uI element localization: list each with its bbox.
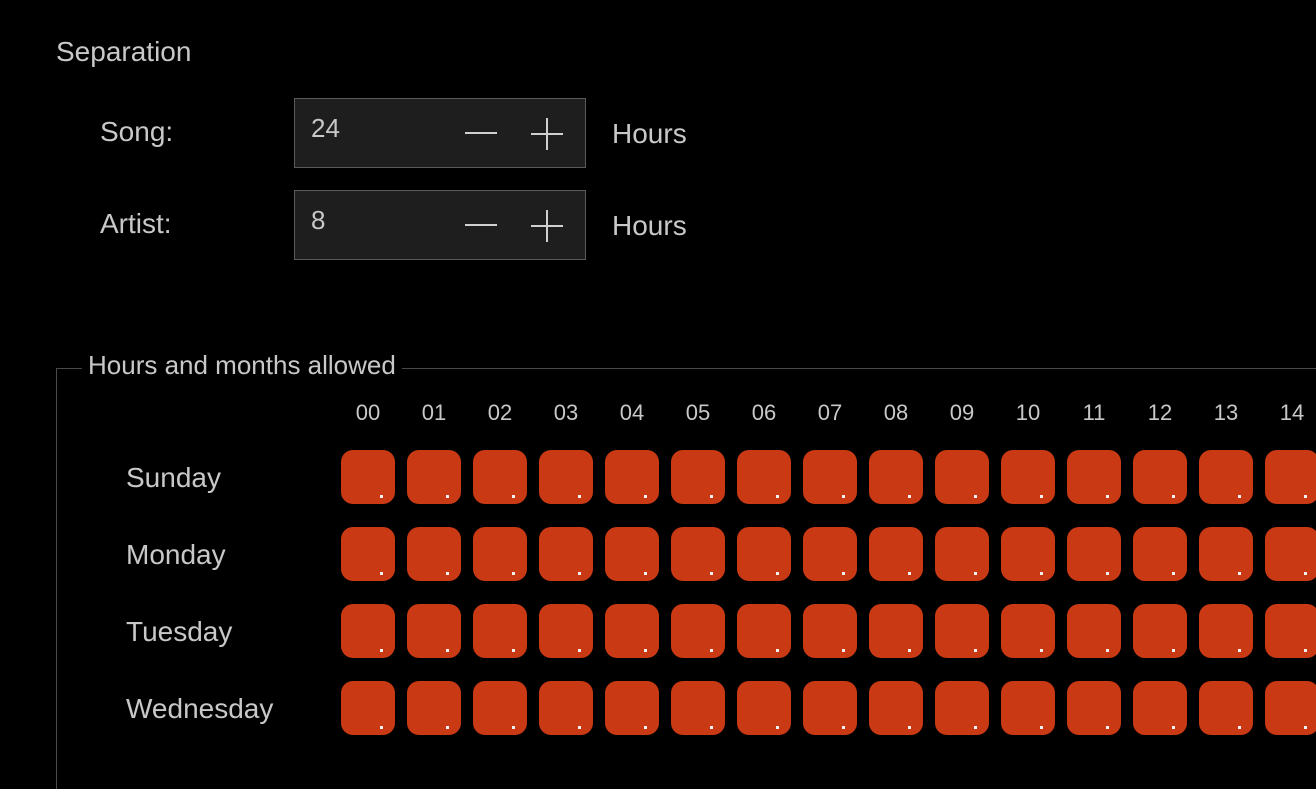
hour-cell[interactable]: [869, 604, 923, 658]
hour-cell[interactable]: [737, 527, 791, 581]
artist-value[interactable]: 8: [311, 205, 326, 235]
hour-cell[interactable]: [341, 450, 395, 504]
hour-header: 07: [817, 400, 843, 425]
hour-cell[interactable]: [1067, 527, 1121, 581]
hour-cell[interactable]: [341, 527, 395, 581]
day-label-tuesday: Tuesday: [126, 616, 233, 647]
hour-cell[interactable]: [341, 604, 395, 658]
hour-cell[interactable]: [473, 527, 527, 581]
hour-cell[interactable]: [1199, 681, 1253, 735]
hour-cell[interactable]: [473, 450, 527, 504]
artist-decrement-button[interactable]: [465, 224, 497, 226]
hour-header: 02: [487, 400, 513, 425]
artist-unit-label: Hours: [612, 210, 687, 241]
hour-cell[interactable]: [1001, 450, 1055, 504]
hour-cell[interactable]: [1133, 527, 1187, 581]
hour-cell[interactable]: [671, 604, 725, 658]
hour-cell[interactable]: [935, 450, 989, 504]
hour-cell[interactable]: [1067, 450, 1121, 504]
hour-cell[interactable]: [1133, 604, 1187, 658]
hour-cell[interactable]: [869, 527, 923, 581]
hour-cell[interactable]: [1199, 604, 1253, 658]
hour-cell[interactable]: [737, 450, 791, 504]
hour-cell[interactable]: [869, 450, 923, 504]
hour-cell[interactable]: [1199, 527, 1253, 581]
hour-cell[interactable]: [935, 681, 989, 735]
song-decrement-button[interactable]: [465, 132, 497, 134]
hour-cell[interactable]: [935, 604, 989, 658]
separation-title: Separation: [56, 36, 192, 67]
hour-cell[interactable]: [1265, 450, 1316, 504]
hour-header: 13: [1213, 400, 1239, 425]
hour-cell[interactable]: [1001, 604, 1055, 658]
hour-cell[interactable]: [605, 604, 659, 658]
artist-stepper[interactable]: 8: [294, 190, 586, 260]
hour-cell[interactable]: [737, 604, 791, 658]
hour-cell[interactable]: [605, 450, 659, 504]
song-label: Song:: [100, 116, 174, 147]
hour-header: 09: [949, 400, 975, 425]
hour-cell[interactable]: [605, 527, 659, 581]
hour-cell[interactable]: [803, 527, 857, 581]
hour-cell[interactable]: [539, 527, 593, 581]
hour-header: 10: [1015, 400, 1041, 425]
hour-header: 05: [685, 400, 711, 425]
hour-cell[interactable]: [1265, 527, 1316, 581]
hours-group-box: [56, 368, 1316, 789]
hour-cell[interactable]: [737, 681, 791, 735]
day-label-monday: Monday: [126, 539, 226, 570]
hour-header: 01: [421, 400, 447, 425]
hour-cell[interactable]: [803, 450, 857, 504]
hour-header: 03: [553, 400, 579, 425]
hour-cell[interactable]: [407, 527, 461, 581]
day-label-wednesday: Wednesday: [126, 693, 274, 724]
song-value[interactable]: 24: [311, 113, 340, 143]
hour-cell[interactable]: [1133, 681, 1187, 735]
hour-cell[interactable]: [407, 450, 461, 504]
hour-header: 04: [619, 400, 645, 425]
hour-cell[interactable]: [1001, 527, 1055, 581]
hour-cell[interactable]: [539, 604, 593, 658]
hour-cell[interactable]: [935, 527, 989, 581]
hour-cell[interactable]: [803, 681, 857, 735]
hour-cell[interactable]: [473, 604, 527, 658]
hour-cell[interactable]: [539, 681, 593, 735]
hour-cell[interactable]: [671, 450, 725, 504]
hour-header: 11: [1082, 400, 1106, 425]
hour-cell[interactable]: [1067, 681, 1121, 735]
hour-cell[interactable]: [1067, 604, 1121, 658]
hour-cell[interactable]: [1133, 450, 1187, 504]
hour-cell[interactable]: [803, 604, 857, 658]
artist-label: Artist:: [100, 208, 172, 239]
hour-cell[interactable]: [407, 604, 461, 658]
hour-cell[interactable]: [407, 681, 461, 735]
hour-cell[interactable]: [1265, 681, 1316, 735]
hour-cell[interactable]: [869, 681, 923, 735]
hour-header: 12: [1147, 400, 1173, 425]
hour-cell[interactable]: [671, 527, 725, 581]
hour-cell[interactable]: [473, 681, 527, 735]
hour-header: 08: [883, 400, 909, 425]
hour-cell[interactable]: [341, 681, 395, 735]
song-increment-button[interactable]: [531, 118, 563, 150]
hour-header: 00: [355, 400, 381, 425]
hour-cell[interactable]: [1199, 450, 1253, 504]
artist-increment-button[interactable]: [531, 210, 563, 242]
hour-cell[interactable]: [1001, 681, 1055, 735]
song-stepper[interactable]: 24: [294, 98, 586, 168]
hour-cell[interactable]: [1265, 604, 1316, 658]
day-label-sunday: Sunday: [126, 462, 221, 493]
hours-group-legend: Hours and months allowed: [82, 350, 402, 381]
hour-cell[interactable]: [605, 681, 659, 735]
hour-header: 14: [1279, 400, 1305, 425]
hour-cell[interactable]: [539, 450, 593, 504]
hour-cell[interactable]: [671, 681, 725, 735]
hour-header: 06: [751, 400, 777, 425]
song-unit-label: Hours: [612, 118, 687, 149]
